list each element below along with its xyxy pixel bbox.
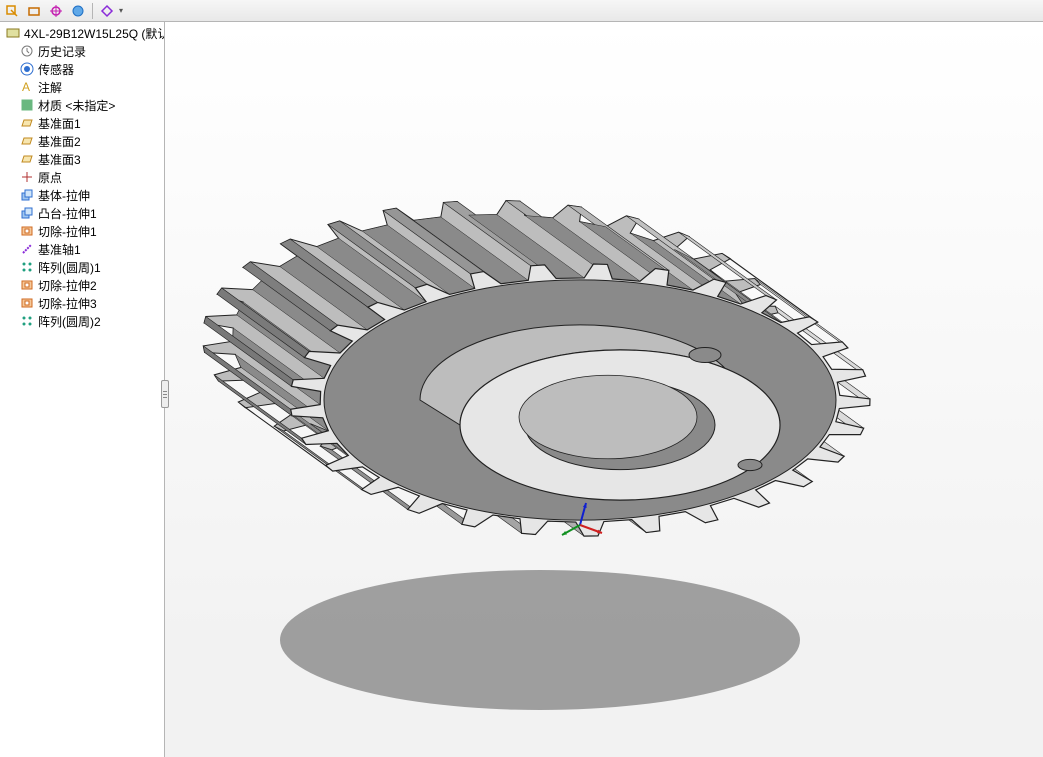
panel-splitter[interactable] [161,380,169,408]
tree-item[interactable]: 材质 <未指定> [0,96,164,114]
extrude-icon [20,206,34,220]
tree-item-label: 阵列(圆周)1 [38,259,101,276]
pattern-icon [20,314,34,328]
annot-icon: A [20,80,34,94]
plane-icon [20,134,34,148]
extrude-icon [20,188,34,202]
tree-item-label: 阵列(圆周)2 [38,313,101,330]
tree-item-label: 基准轴1 [38,241,81,258]
tree-root-label: 4XL-29B12W15L25Q (默认< [24,25,164,42]
model-gear [165,22,1043,757]
tree-item-label: 材质 <未指定> [38,97,115,114]
feature-tree-panel: 4XL-29B12W15L25Q (默认< 历史记录传感器 A 注解材质 <未指定>… [0,22,165,757]
tree-root[interactable]: 4XL-29B12W15L25Q (默认< [0,24,164,42]
tree-item[interactable]: 基准面3 [0,150,164,168]
tree-item[interactable]: 切除-拉伸3 [0,294,164,312]
origin-triad [580,515,581,529]
tree-item[interactable]: 阵列(圆周)1 [0,258,164,276]
toolbar-overflow[interactable]: ▾ [117,2,125,20]
tree-item[interactable]: 基准轴1 [0,240,164,258]
tree-item-label: 历史记录 [38,43,86,60]
tree-item[interactable]: 凸台-拉伸1 [0,204,164,222]
tree-item-label: 凸台-拉伸1 [38,205,97,222]
cut-icon [20,278,34,292]
feature-tree: 4XL-29B12W15L25Q (默认< 历史记录传感器 A 注解材质 <未指定>… [0,22,164,757]
tree-item-label: 基准面3 [38,151,81,168]
tree-item-label: 切除-拉伸1 [38,223,97,240]
graphics-viewport[interactable] [165,22,1043,757]
part-icon [6,26,20,40]
cut-icon [20,224,34,238]
tool-ref[interactable] [97,2,117,20]
tree-item-label: 切除-拉伸3 [38,295,97,312]
sensor-icon [20,62,34,76]
tree-item[interactable]: 切除-拉伸1 [0,222,164,240]
tree-item[interactable]: 基体-拉伸 [0,186,164,204]
origin-icon [20,170,34,184]
plane-icon [20,116,34,130]
tree-item[interactable]: 传感器 [0,60,164,78]
tool-sphere[interactable] [68,2,88,20]
tree-item-label: 基体-拉伸 [38,187,90,204]
cut-icon [20,296,34,310]
pattern-icon [20,260,34,274]
tree-item[interactable]: 基准面2 [0,132,164,150]
tool-target[interactable] [46,2,66,20]
tree-item[interactable]: 历史记录 [0,42,164,60]
tree-item-label: 切除-拉伸2 [38,277,97,294]
tree-item-label: 基准面2 [38,133,81,150]
material-icon [20,98,34,112]
tree-item[interactable]: 基准面1 [0,114,164,132]
svg-text:A: A [22,80,30,94]
history-icon [20,44,34,58]
tool-sketch[interactable] [2,2,22,20]
tree-item[interactable]: 原点 [0,168,164,186]
tree-item-label: 注解 [38,79,62,96]
tool-entity[interactable] [24,2,44,20]
tree-item[interactable]: 阵列(圆周)2 [0,312,164,330]
toolbar-separator [92,3,93,19]
tree-item-label: 基准面1 [38,115,81,132]
top-toolbar: ▾ [0,0,1043,22]
tree-item[interactable]: A 注解 [0,78,164,96]
plane-icon [20,152,34,166]
tree-item-label: 原点 [38,169,62,186]
axis-icon [20,242,34,256]
tree-item-label: 传感器 [38,61,74,78]
tree-item[interactable]: 切除-拉伸2 [0,276,164,294]
